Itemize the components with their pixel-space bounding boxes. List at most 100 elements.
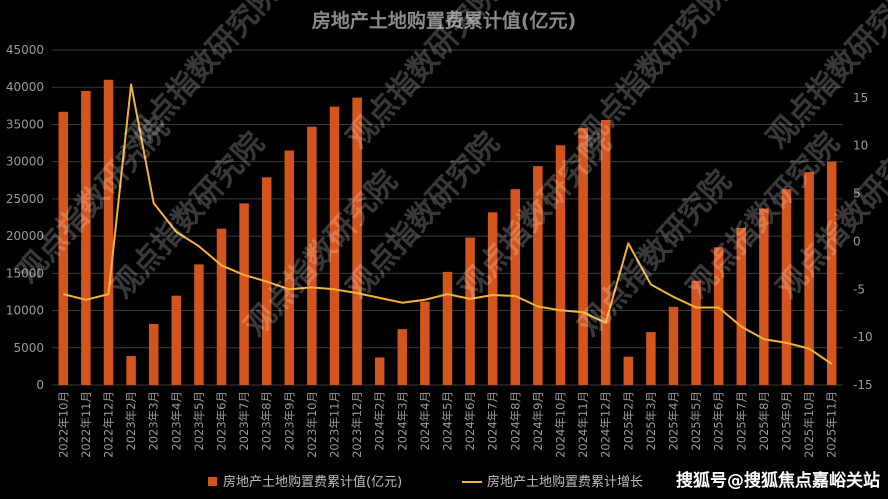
left-tick-label: 45000 bbox=[6, 43, 44, 57]
bar bbox=[329, 106, 340, 386]
left-tick-label: 15000 bbox=[6, 266, 44, 280]
bar bbox=[487, 212, 498, 385]
x-tick-label: 2023年5月 bbox=[192, 391, 206, 451]
bar bbox=[81, 90, 91, 385]
bar bbox=[397, 329, 408, 385]
right-tick-label: -5 bbox=[853, 282, 865, 296]
bar bbox=[126, 355, 136, 385]
x-tick-label: 2025年11月 bbox=[825, 391, 839, 458]
bar bbox=[533, 166, 543, 385]
x-tick-label: 2023年10月 bbox=[305, 391, 319, 458]
x-tick-label: 2024年6月 bbox=[463, 391, 477, 451]
right-tick-label: -15 bbox=[853, 378, 873, 392]
x-tick-label: 2023年3月 bbox=[147, 391, 161, 451]
bar bbox=[781, 189, 792, 385]
left-tick-label: 5000 bbox=[13, 341, 44, 355]
bar bbox=[578, 128, 588, 385]
bar bbox=[352, 97, 362, 386]
x-tick-label: 2025年10月 bbox=[802, 391, 816, 458]
bar bbox=[307, 126, 317, 385]
x-tick-label: 2024年12月 bbox=[599, 391, 613, 458]
bar bbox=[103, 79, 114, 386]
right-tick-label: 15 bbox=[853, 91, 868, 105]
left-tick-label: 0 bbox=[36, 378, 44, 392]
left-tick-label: 10000 bbox=[6, 304, 44, 318]
bar bbox=[623, 356, 634, 385]
chart-title: 房地产土地购置费累计值(亿元) bbox=[312, 9, 576, 32]
x-tick-label: 2023年4月 bbox=[169, 391, 183, 451]
bar bbox=[284, 150, 295, 385]
bar bbox=[171, 295, 182, 385]
x-tick-label: 2025年9月 bbox=[780, 391, 794, 451]
x-tick-label: 2024年4月 bbox=[418, 391, 432, 451]
bar bbox=[148, 323, 159, 385]
right-tick-label: 0 bbox=[853, 234, 861, 248]
watermark-text: 观点指数研究院 bbox=[120, 0, 287, 155]
bar bbox=[194, 264, 204, 385]
legend: 房地产土地购置费累计值(亿元) 房地产土地购置费累计增长 bbox=[208, 474, 643, 490]
right-tick-label: -10 bbox=[853, 330, 873, 344]
x-tick-label: 2023年9月 bbox=[282, 391, 296, 451]
x-tick-label: 2023年12月 bbox=[350, 391, 364, 458]
bar bbox=[216, 228, 227, 385]
x-tick-label: 2025年8月 bbox=[757, 391, 771, 451]
x-tick-label: 2023年7月 bbox=[237, 391, 251, 451]
x-tick-label: 2023年8月 bbox=[260, 391, 274, 451]
left-tick-label: 30000 bbox=[6, 155, 44, 169]
x-tick-label: 2024年11月 bbox=[576, 391, 590, 458]
right-axis-ticks: -15 -10 -5 0 5 10 15 bbox=[853, 91, 873, 392]
bar bbox=[804, 172, 814, 385]
x-tick-label: 2025年4月 bbox=[667, 391, 681, 451]
x-tick-label: 2025年3月 bbox=[644, 391, 658, 451]
x-tick-label: 2022年11月 bbox=[79, 391, 93, 458]
bar bbox=[691, 280, 701, 385]
x-tick-label: 2022年10月 bbox=[56, 391, 70, 458]
bar bbox=[58, 111, 69, 386]
bar bbox=[374, 357, 385, 385]
x-tick-label: 2024年9月 bbox=[531, 391, 545, 451]
credit-watermark: 搜狐号@搜狐焦点嘉峪关站 bbox=[676, 471, 880, 491]
x-tick-label: 2023年6月 bbox=[215, 391, 229, 451]
bar bbox=[600, 119, 611, 385]
right-tick-label: 10 bbox=[853, 139, 868, 153]
bar bbox=[736, 227, 747, 385]
bar bbox=[668, 306, 679, 385]
bar bbox=[759, 208, 769, 385]
bar bbox=[713, 247, 724, 385]
bar bbox=[239, 203, 249, 385]
bar-series bbox=[58, 79, 837, 386]
x-tick-label: 2024年2月 bbox=[373, 391, 387, 451]
x-tick-label: 2023年2月 bbox=[124, 391, 138, 451]
x-axis-ticks: 2022年10月 2022年11月 2022年12月 2023年2月 2023年3月 20… bbox=[56, 391, 838, 458]
right-tick-label: 5 bbox=[853, 187, 861, 201]
left-tick-label: 25000 bbox=[6, 192, 44, 206]
x-tick-label: 2024年5月 bbox=[441, 391, 455, 451]
left-axis-ticks: 0 5000 10000 15000 20000 25000 30000 35000 40000… bbox=[6, 43, 44, 392]
watermark-text: 观点指数研究院 bbox=[570, 0, 737, 155]
x-tick-label: 2025年7月 bbox=[734, 391, 748, 451]
x-tick-label: 2024年8月 bbox=[508, 391, 522, 451]
left-tick-label: 40000 bbox=[6, 80, 44, 94]
left-tick-label: 20000 bbox=[6, 229, 44, 243]
x-tick-label: 2025年2月 bbox=[621, 391, 635, 451]
x-tick-label: 2023年11月 bbox=[328, 391, 342, 458]
bar bbox=[420, 301, 430, 385]
bar bbox=[465, 237, 475, 385]
left-tick-label: 35000 bbox=[6, 117, 44, 131]
x-tick-label: 2024年10月 bbox=[554, 391, 568, 458]
x-tick-label: 2025年5月 bbox=[689, 391, 703, 451]
legend-bar-label: 房地产土地购置费累计值(亿元) bbox=[223, 474, 402, 490]
bar bbox=[646, 332, 656, 385]
bar bbox=[510, 189, 521, 385]
legend-bar-swatch bbox=[208, 477, 217, 486]
bar bbox=[826, 161, 837, 385]
bar bbox=[555, 145, 566, 385]
x-tick-label: 2024年3月 bbox=[395, 391, 409, 451]
bar bbox=[442, 271, 453, 385]
growth-line bbox=[63, 83, 833, 365]
x-tick-label: 2024年7月 bbox=[486, 391, 500, 451]
x-tick-label: 2022年12月 bbox=[102, 391, 116, 458]
x-tick-label: 2025年6月 bbox=[712, 391, 726, 451]
legend-line-label: 房地产土地购置费累计增长 bbox=[487, 474, 643, 490]
